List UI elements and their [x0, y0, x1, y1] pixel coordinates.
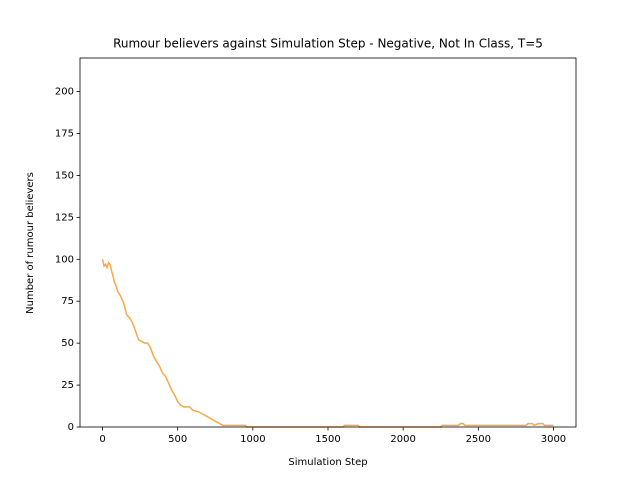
y-tick-label: 75 — [61, 296, 74, 307]
y-tick-label: 100 — [55, 254, 74, 265]
x-tick-label: 500 — [168, 434, 187, 445]
y-tick-label: 150 — [55, 170, 74, 181]
x-tick-label: 1000 — [240, 434, 265, 445]
x-axis-label: Simulation Step — [288, 457, 367, 468]
y-tick-label: 25 — [61, 380, 74, 391]
plot-frame — [79, 57, 577, 428]
data-line — [101, 259, 554, 428]
x-tick-label: 2500 — [466, 434, 491, 445]
x-tick-label: 1500 — [315, 434, 340, 445]
x-tick-label: 2000 — [390, 434, 415, 445]
y-tick-label: 50 — [61, 338, 74, 349]
x-tick-label: 0 — [99, 434, 105, 445]
y-tick-label: 175 — [55, 128, 74, 139]
y-axis-label: Number of rumour believers — [25, 172, 36, 314]
y-tick-label: 125 — [55, 212, 74, 223]
x-tick-label: 3000 — [541, 434, 566, 445]
y-tick-label: 200 — [55, 87, 74, 98]
chart-title: Rumour believers against Simulation Step… — [113, 37, 543, 51]
y-tick-label: 0 — [68, 422, 74, 433]
